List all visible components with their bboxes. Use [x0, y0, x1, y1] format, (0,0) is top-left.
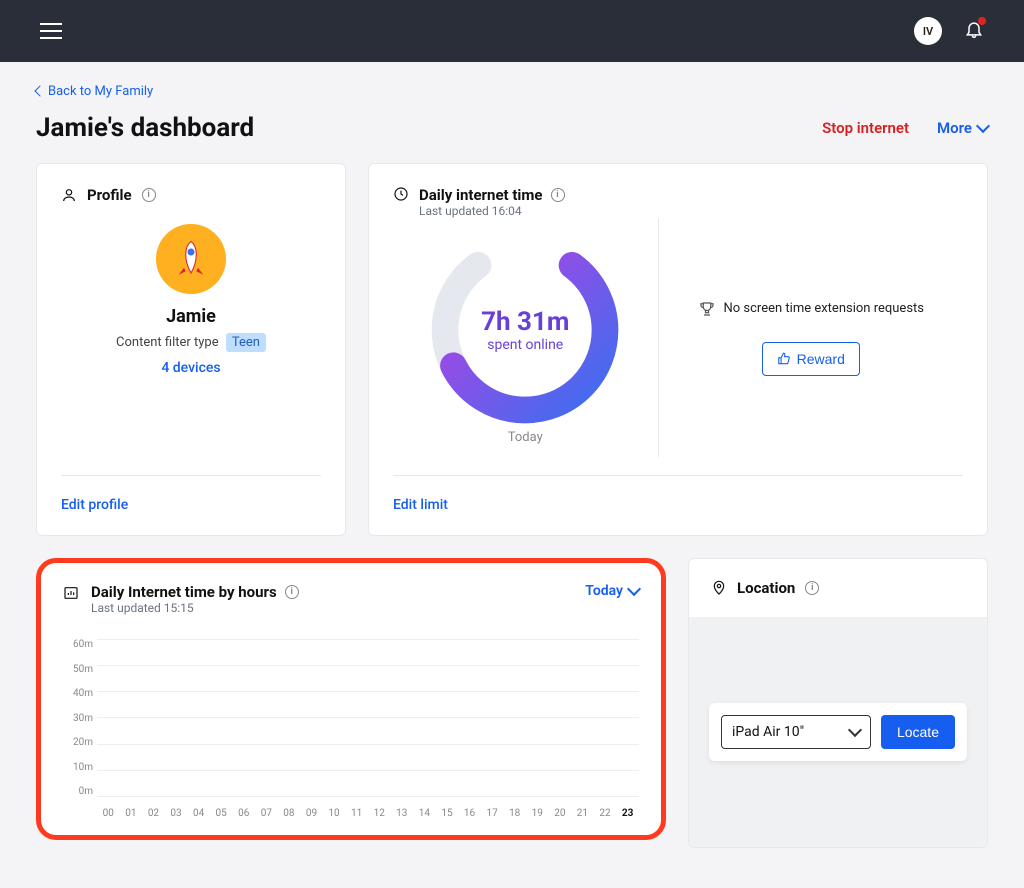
ring-today-label: Today — [508, 430, 543, 445]
no-requests-text: No screen time extension requests — [698, 300, 925, 318]
edit-limit-button[interactable]: Edit limit — [393, 497, 448, 513]
daily-time-card: Daily internet time i Last updated 16:04 — [368, 163, 988, 536]
hours-title: Daily Internet time by hours — [91, 583, 277, 601]
chevron-down-icon — [848, 723, 862, 737]
hours-period-label: Today — [585, 583, 623, 599]
person-icon — [61, 187, 77, 203]
chart-plot: 0001020304050607080910111213141516171819… — [97, 639, 639, 819]
daily-time-titles: Daily internet time i Last updated 16:04 — [419, 186, 565, 218]
ring-chart: 7h 31m spent online — [425, 230, 625, 430]
rocket-icon — [170, 238, 212, 280]
location-head: Location i — [689, 559, 987, 617]
location-title: Location — [737, 579, 795, 597]
user-avatar[interactable]: IV — [914, 17, 942, 45]
ring-center: 7h 31m spent online — [425, 230, 625, 430]
chart-bars — [97, 639, 639, 797]
daily-time-head: Daily internet time i Last updated 16:04 — [393, 186, 963, 218]
reward-label: Reward — [797, 351, 845, 367]
hours-head: Daily Internet time by hours i Last upda… — [63, 583, 639, 615]
filter-chip[interactable]: Teen — [226, 333, 266, 352]
daily-time-title: Daily internet time — [419, 186, 543, 204]
profile-card: Profile i Jamie Content filter type Teen — [36, 163, 346, 536]
profile-avatar — [156, 224, 226, 294]
row-1: Profile i Jamie Content filter type Teen — [36, 163, 988, 536]
topbar-right: IV — [914, 17, 984, 45]
title-actions: Stop internet More — [822, 119, 988, 137]
more-button[interactable]: More — [937, 119, 988, 137]
back-link[interactable]: Back to My Family — [36, 84, 153, 99]
info-icon[interactable]: i — [805, 581, 819, 595]
edit-profile-button[interactable]: Edit profile — [61, 497, 128, 513]
back-link-label: Back to My Family — [48, 84, 153, 99]
stop-internet-button[interactable]: Stop internet — [822, 119, 909, 137]
info-icon[interactable]: i — [551, 188, 565, 202]
chevron-down-icon — [627, 582, 641, 596]
no-requests-label: No screen time extension requests — [724, 301, 925, 316]
location-icon — [711, 580, 727, 596]
hours-card: Daily Internet time by hours i Last upda… — [41, 563, 661, 835]
devices-link[interactable]: 4 devices — [161, 360, 220, 376]
page: Back to My Family Jamie's dashboard Stop… — [0, 62, 1024, 888]
filter-row: Content filter type Teen — [61, 335, 321, 350]
profile-head: Profile i — [61, 186, 321, 204]
hours-period-selector[interactable]: Today — [585, 583, 639, 599]
daily-time-footer: Edit limit — [393, 475, 963, 513]
device-select[interactable]: iPad Air 10" — [721, 715, 871, 749]
filter-label: Content filter type — [116, 335, 219, 350]
y-axis-labels: 60m50m40m30m20m10m0m — [63, 639, 93, 797]
title-row: Jamie's dashboard Stop internet More — [36, 113, 988, 143]
info-icon[interactable]: i — [142, 188, 156, 202]
more-label: More — [937, 119, 972, 137]
trophy-icon — [698, 300, 716, 318]
profile-name: Jamie — [61, 306, 321, 327]
ring-pane: 7h 31m spent online Today — [393, 218, 659, 457]
hours-chart: 60m50m40m30m20m10m0m 0001020304050607080… — [63, 639, 639, 819]
hours-updated: Last updated 15:15 — [91, 601, 299, 615]
bar-chart-icon — [63, 585, 79, 601]
clock-icon — [393, 186, 409, 202]
daily-time-updated: Last updated 16:04 — [419, 204, 565, 218]
daily-time-body: 7h 31m spent online Today No screen time… — [393, 218, 963, 457]
locate-button[interactable]: Locate — [881, 715, 955, 749]
map-area: iPad Air 10" Locate — [689, 617, 987, 847]
profile-title: Profile — [87, 186, 132, 204]
info-icon[interactable]: i — [285, 585, 299, 599]
reward-pane: No screen time extension requests Reward — [659, 218, 964, 457]
menu-button[interactable] — [40, 23, 62, 39]
chevron-left-icon — [34, 85, 45, 96]
chevron-down-icon — [976, 119, 990, 133]
ring-value: 7h 31m — [481, 307, 569, 337]
location-card: Location i iPad Air 10" Locate — [688, 558, 988, 848]
profile-footer: Edit profile — [61, 475, 321, 513]
ring-sublabel: spent online — [487, 337, 563, 353]
x-axis-labels: 0001020304050607080910111213141516171819… — [97, 808, 639, 819]
device-select-value: iPad Air 10" — [732, 724, 804, 740]
thumbs-up-icon — [777, 352, 791, 366]
map-controls: iPad Air 10" Locate — [709, 703, 967, 761]
page-title: Jamie's dashboard — [36, 113, 254, 143]
notifications-button[interactable] — [964, 19, 984, 43]
topbar: IV — [0, 0, 1024, 62]
reward-button[interactable]: Reward — [762, 342, 860, 376]
notification-dot — [978, 17, 986, 25]
row-2: Daily Internet time by hours i Last upda… — [36, 558, 988, 848]
profile-body: Jamie Content filter type Teen 4 devices — [61, 204, 321, 457]
hours-card-highlight: Daily Internet time by hours i Last upda… — [36, 558, 666, 840]
